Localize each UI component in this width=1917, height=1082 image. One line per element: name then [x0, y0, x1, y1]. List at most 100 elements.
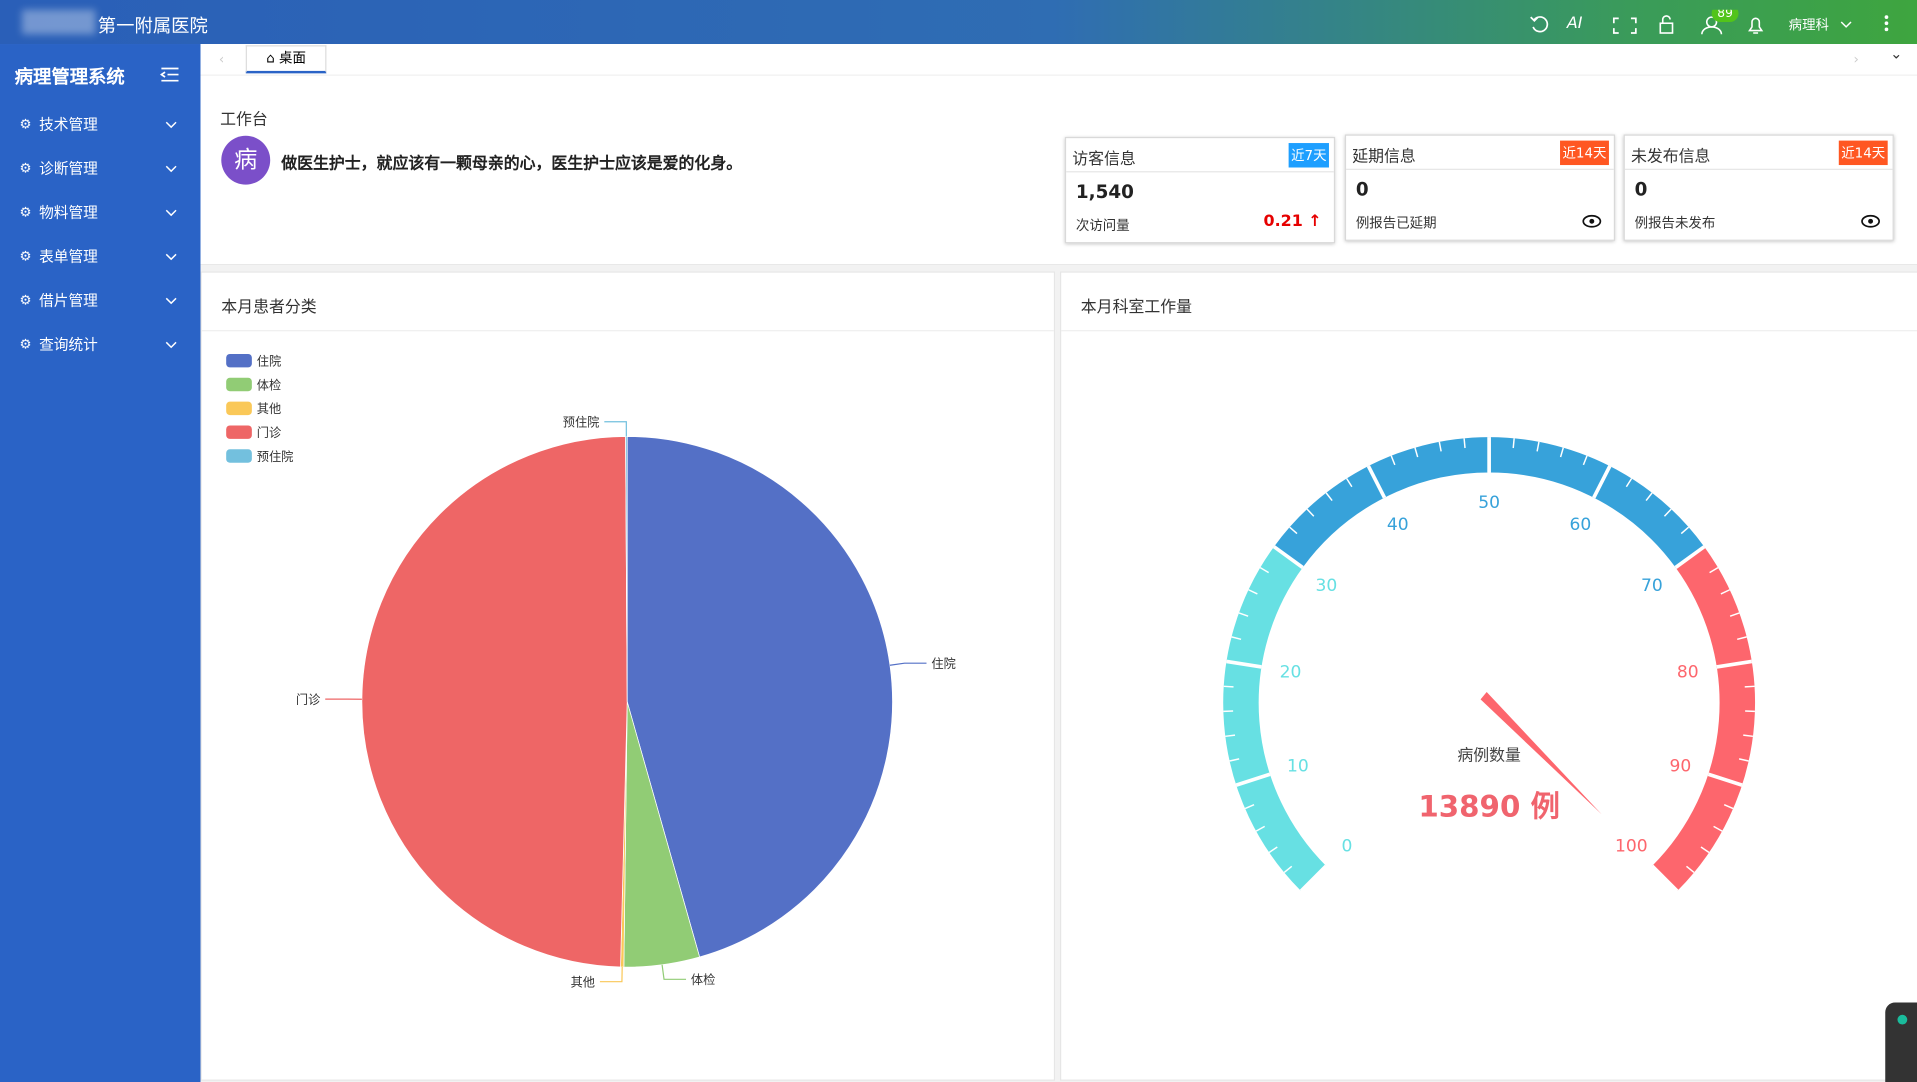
- chevron: [165, 297, 177, 305]
- gauge-minor-tick: [1390, 455, 1396, 466]
- gear-icon: ⚙: [19, 204, 32, 221]
- gauge-minor-tick: [1248, 589, 1258, 595]
- gauge-tick-label: 50: [1478, 493, 1500, 513]
- gauge-minor-tick: [1723, 804, 1734, 810]
- gauge-minor-tick: [1346, 478, 1353, 488]
- label-line: [599, 967, 623, 983]
- gauge-detail: 13890 例: [1418, 790, 1560, 824]
- department[interactable]: 病理科: [1789, 17, 1829, 33]
- gear-icon: ⚙: [19, 116, 32, 133]
- gauge-tick-label: 90: [1670, 756, 1692, 776]
- tab-prev[interactable]: ‹: [218, 51, 225, 68]
- dropdown-icon[interactable]: [1840, 21, 1852, 28]
- gauge-minor-tick: [1713, 825, 1723, 832]
- gauge-minor-tick: [1680, 526, 1690, 535]
- menu-item[interactable]: ⚙ 诊断管理: [0, 147, 201, 191]
- sidebar: 病理管理系统 ⚙ 技术管理 ⚙ 诊断管理 ⚙ 物料管理 ⚙ 表单管理 ⚙ 借片管理 ⚙ 查询统计: [0, 44, 201, 1082]
- card-label: 次访问量: [1075, 217, 1130, 234]
- gauge-split: [1716, 659, 1753, 669]
- top-bar: 第一附属医院 AI 89 病理科: [0, 0, 1917, 45]
- chevron: [165, 341, 177, 349]
- card-header: [1624, 136, 1893, 170]
- card-value: 0: [1355, 178, 1369, 201]
- legend-swatch: [226, 425, 252, 439]
- tab-menu[interactable]: ⌄: [1890, 45, 1903, 63]
- tab[interactable]: ⌂ 桌面: [245, 45, 327, 74]
- more-dot: [1884, 27, 1889, 32]
- gauge-minor-tick: [1306, 508, 1315, 517]
- card: 访客信息 近7天 1,540 次访问量 0.21 ↑: [1064, 136, 1336, 244]
- card-title: 未发布信息: [1630, 147, 1711, 167]
- gauge-minor-tick: [1720, 589, 1731, 595]
- menu-item[interactable]: ⚙ 查询统计: [0, 323, 201, 367]
- more-dot: [1884, 21, 1889, 26]
- tab-label: 桌面: [279, 50, 306, 67]
- pie-slice: [361, 436, 628, 968]
- gauge-minor-tick: [1645, 492, 1653, 502]
- gauge-minor-tick: [1244, 804, 1255, 810]
- card-value: 0: [1634, 178, 1648, 201]
- menu-item[interactable]: ⚙ 技术管理: [0, 103, 201, 147]
- legend-swatch: [226, 449, 252, 463]
- gauge-minor-tick: [1738, 758, 1749, 762]
- legend-label: 预住院: [257, 450, 294, 464]
- gauge-split: [1707, 772, 1743, 787]
- menu-item[interactable]: ⚙ 借片管理: [0, 279, 201, 323]
- menu-item[interactable]: ⚙ 物料管理: [0, 191, 201, 235]
- gauge-tick-label: 70: [1641, 576, 1663, 596]
- card-tag: 近14天: [1560, 140, 1609, 166]
- gauge-minor-tick: [1625, 478, 1633, 488]
- gauge-split: [1674, 545, 1706, 570]
- panel-title: 本月科室工作量: [1080, 298, 1193, 317]
- card: 未发布信息 近14天 0 例报告未发布: [1623, 134, 1894, 241]
- tab-next[interactable]: ›: [1853, 51, 1859, 68]
- gauge-minor-tick: [1559, 447, 1565, 458]
- collapse-icon[interactable]: [160, 66, 180, 83]
- menu-item[interactable]: ⚙ 表单管理: [0, 235, 201, 279]
- gauge-minor-tick: [1289, 526, 1298, 535]
- ai-icon[interactable]: AI: [1566, 13, 1583, 32]
- gauge-split: [1226, 659, 1262, 669]
- gauge-minor-tick: [1700, 846, 1710, 854]
- gauge-tick-label: 100: [1615, 836, 1648, 856]
- toolbar-icons[interactable]: AI 89 病理科: [1528, 9, 1895, 39]
- gauge-split: [1272, 545, 1304, 570]
- user-body: [1701, 26, 1723, 35]
- gear-icon: ⚙: [19, 292, 32, 309]
- card-header: [1346, 136, 1614, 170]
- more-dot[interactable]: [1884, 15, 1889, 19]
- chevron: [165, 253, 177, 261]
- gauge-minor-tick: [1512, 438, 1515, 449]
- bell-icon[interactable]: [1748, 17, 1764, 34]
- card: 延期信息 近14天 0 例报告已延期: [1344, 134, 1616, 241]
- chevron: [165, 121, 177, 129]
- lock-icon[interactable]: [1659, 22, 1674, 34]
- gauge-tick-label: 60: [1570, 515, 1592, 535]
- fullscreen-icon[interactable]: [1612, 17, 1637, 34]
- panel: 本月科室工作量: [1059, 271, 1917, 1081]
- badge-text: 89: [1717, 10, 1733, 20]
- legend-swatch: [226, 401, 252, 416]
- menu-label: 借片管理: [39, 292, 98, 310]
- gear-icon: ⚙: [19, 336, 32, 353]
- gauge-band: [1223, 546, 1327, 892]
- eye-icon[interactable]: [1861, 214, 1881, 229]
- gauge-tick-label: 40: [1387, 515, 1409, 535]
- slice-label: 门诊: [296, 692, 320, 707]
- legend-label: 体检: [257, 377, 281, 392]
- gear-icon: ⚙: [19, 160, 32, 177]
- workbench-title: 工作台: [220, 111, 268, 130]
- gauge-minor-tick: [1414, 447, 1419, 458]
- lock-shackle: [1661, 15, 1671, 24]
- refresh-icon[interactable]: [1530, 16, 1549, 33]
- eye-icon[interactable]: [1582, 214, 1602, 229]
- panel-title: 本月患者分类: [221, 298, 317, 317]
- gauge-split: [1366, 465, 1387, 499]
- floating-widget[interactable]: [1885, 1002, 1917, 1082]
- chevron: [165, 165, 177, 173]
- gauge-tick-label: 30: [1316, 576, 1338, 596]
- gauge-minor-tick: [1438, 441, 1442, 452]
- gauge-tick-label: 0: [1341, 836, 1352, 856]
- gauge-minor-tick: [1686, 865, 1695, 874]
